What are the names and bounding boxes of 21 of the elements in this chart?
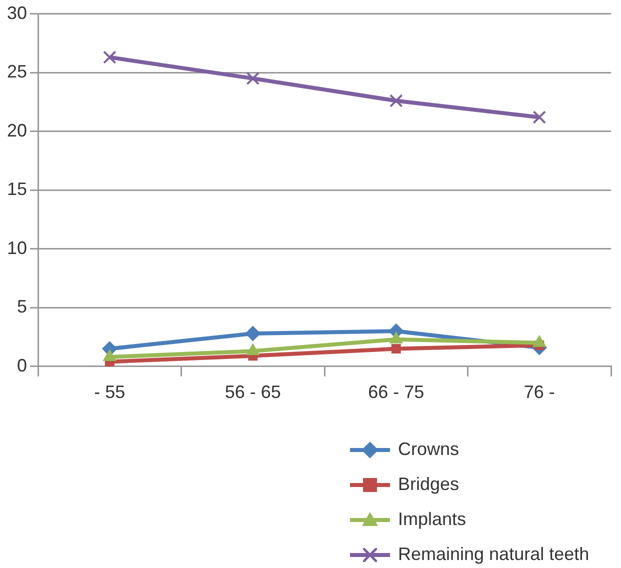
legend-label: Crowns — [398, 439, 460, 460]
point — [389, 94, 403, 108]
x-tick-label: 76 - — [524, 382, 555, 402]
point — [245, 326, 260, 341]
y-tick-label: 10 — [6, 238, 28, 258]
y-tick-label: 5 — [17, 296, 28, 317]
legend-label: Implants — [398, 509, 466, 530]
point — [102, 50, 116, 64]
y-tick-label: 25 — [6, 62, 28, 82]
point — [246, 72, 260, 86]
y-tick-label: 20 — [6, 120, 28, 140]
y-tick-label: 15 — [6, 179, 28, 200]
y-tick-label: 0 — [17, 355, 28, 376]
x-tick-label: 66 - 75 — [368, 382, 424, 402]
point — [532, 110, 546, 124]
point — [391, 344, 401, 354]
x-tick-label: - 55 — [94, 382, 126, 402]
legend-label: Remaining natural teeth — [398, 544, 590, 565]
y-tick-label: 30 — [6, 2, 28, 23]
x-tick-label: 56 - 65 — [224, 382, 281, 402]
legend-label: Bridges — [398, 474, 460, 495]
